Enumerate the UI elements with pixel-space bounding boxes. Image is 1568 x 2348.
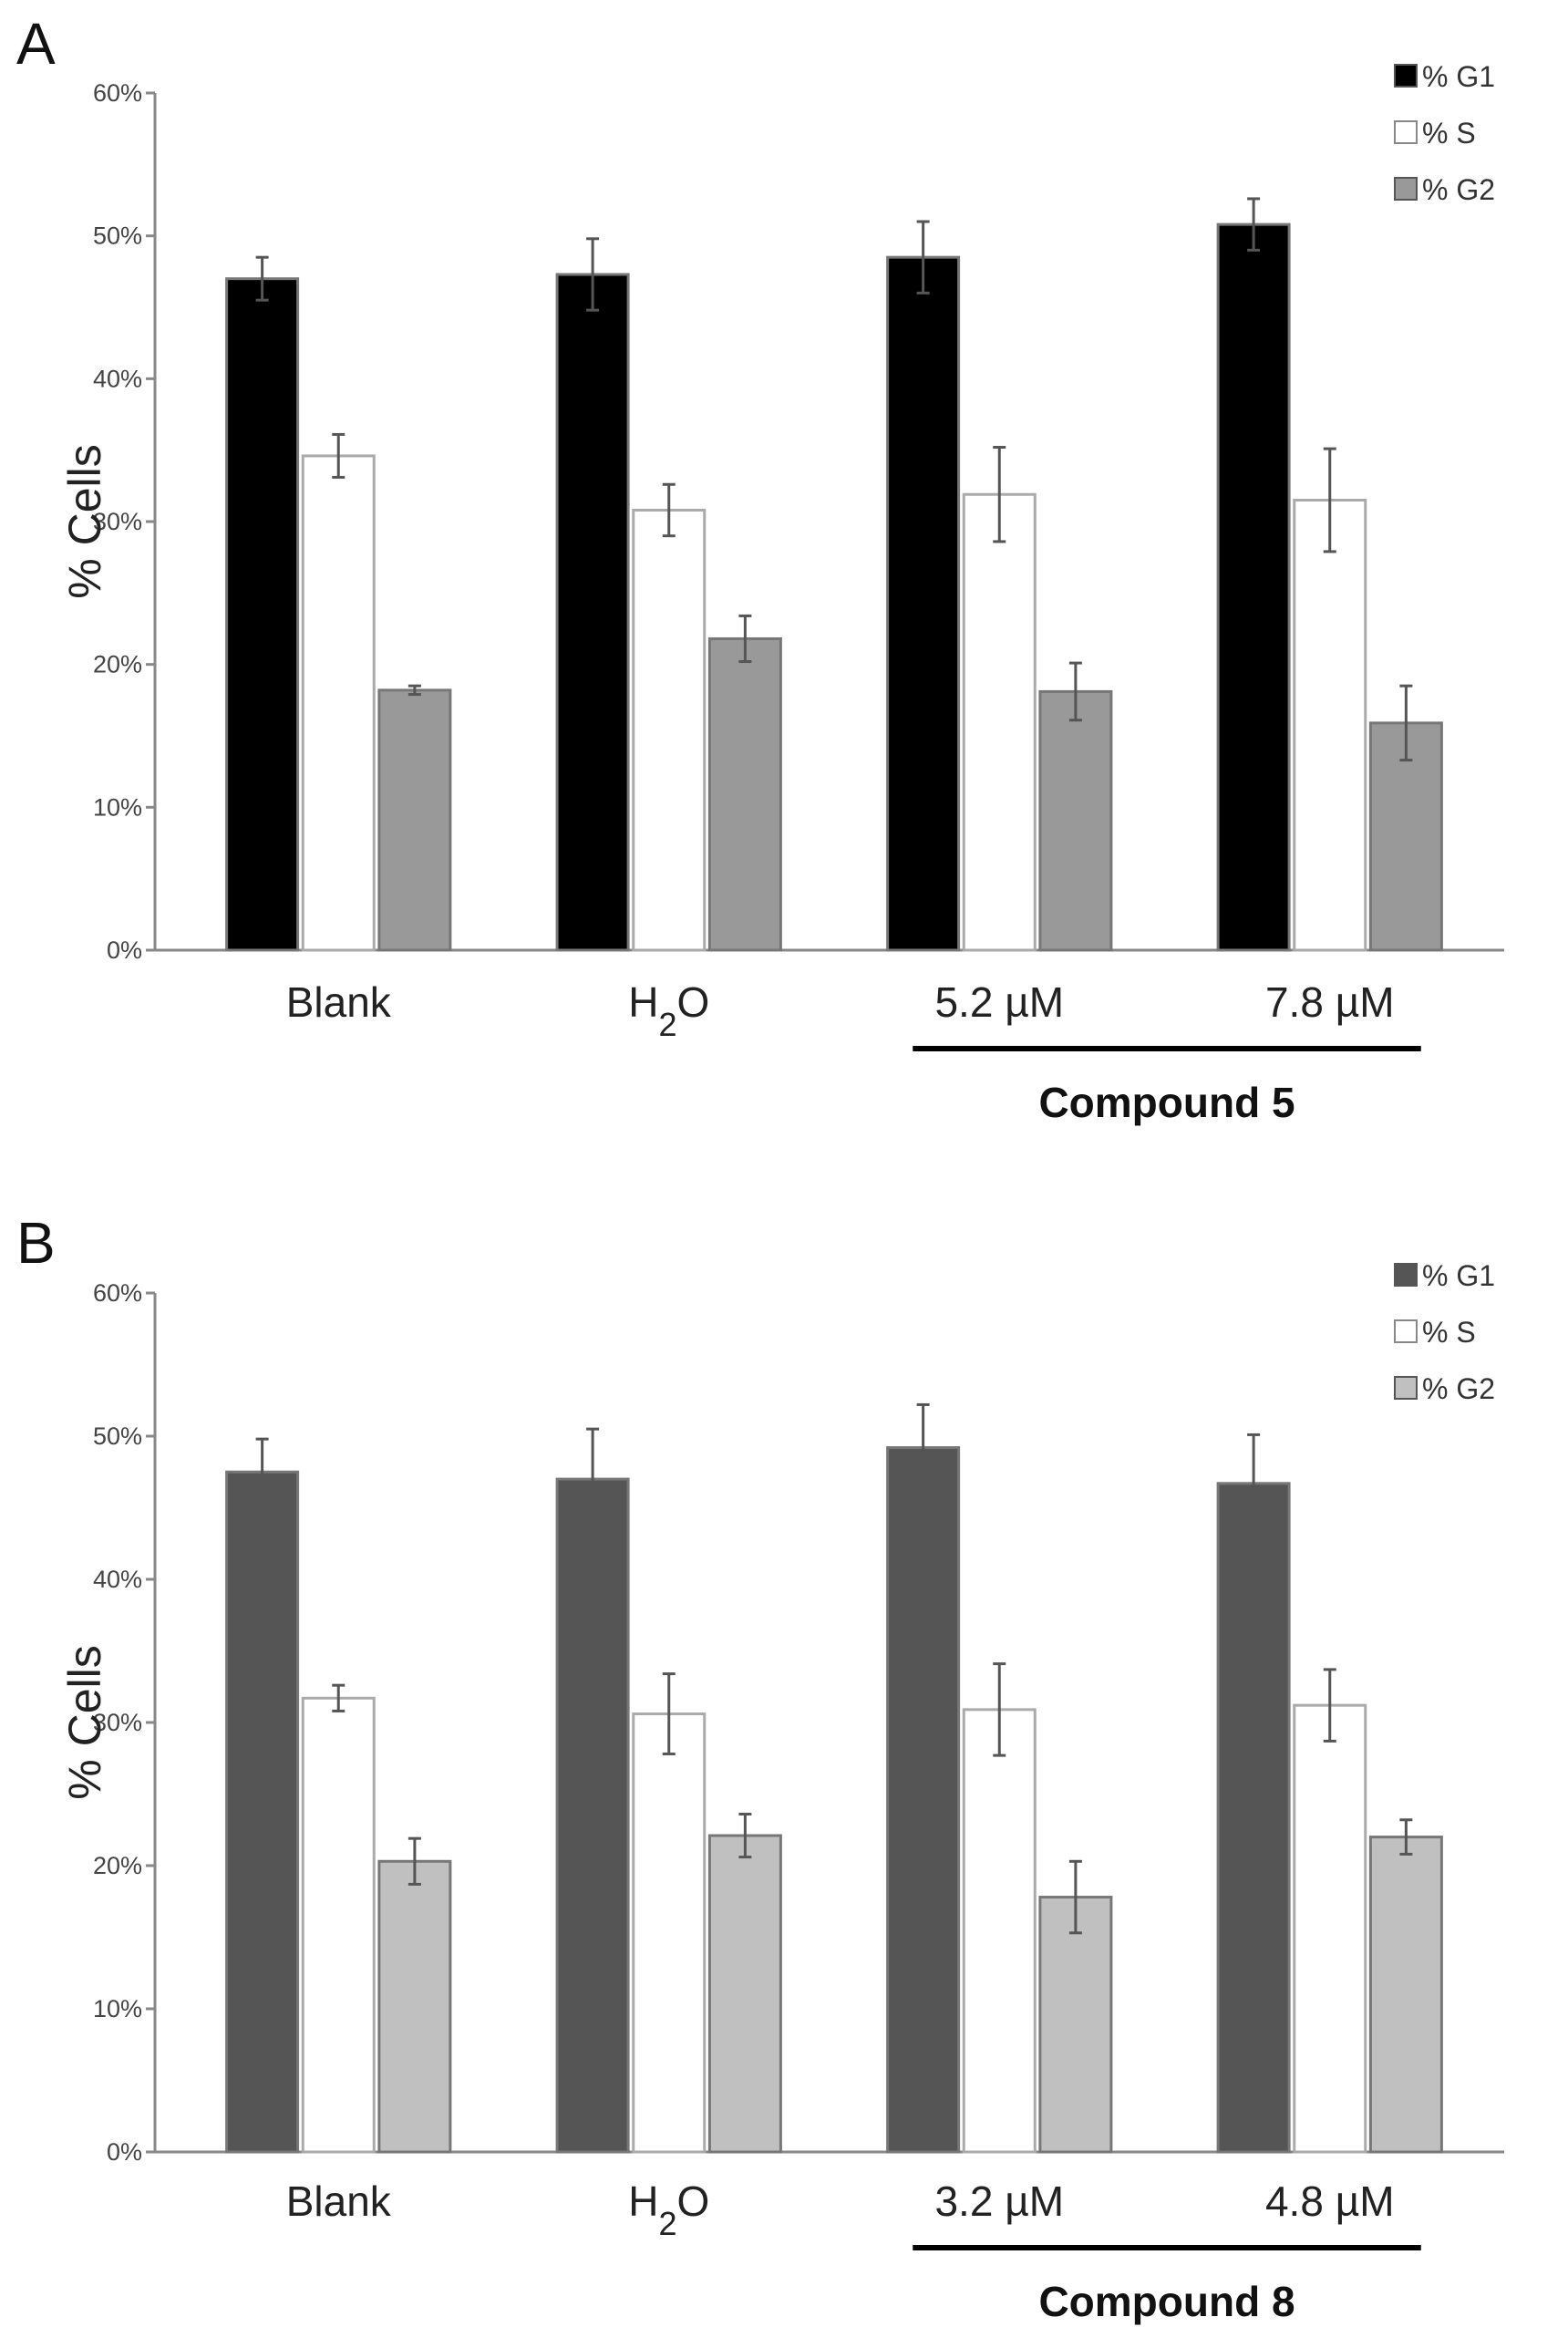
error-bar-g2-3-2-m — [1068, 1859, 1082, 1935]
error-bar-g2-h2o — [738, 614, 752, 664]
bar-g2-5-2-m — [1038, 689, 1113, 952]
legend-label-g2: % G2 — [1422, 1372, 1495, 1405]
error-bar-s-4-8-m — [1323, 1668, 1336, 1743]
error-bar-g1-5-2-m — [916, 220, 930, 295]
group-label: Compound 5 — [1038, 1079, 1295, 1126]
legend-swatch-g1 — [1394, 1263, 1418, 1287]
error-bar-g1-4-8-m — [1247, 1433, 1261, 1534]
y-axis-title: % Cells — [59, 1645, 110, 1799]
error-bar-s-h2o — [662, 482, 676, 538]
error-bar-s-3-2-m — [993, 1662, 1006, 1757]
bar-g2-blank — [377, 688, 452, 952]
bar-g1-3-2-m — [886, 1446, 961, 2154]
error-bar-g2-4-8-m — [1399, 1818, 1413, 1856]
y-tick-label: 20% — [93, 651, 142, 678]
y-tick-label: 20% — [93, 1852, 142, 1879]
bar-s-3-2-m — [962, 1708, 1037, 2154]
bar-s-h2o — [632, 508, 707, 952]
legend-label-g2: % G2 — [1422, 173, 1495, 206]
x-tick-label-blank: Blank — [286, 978, 392, 1026]
legend-label-s: % S — [1422, 117, 1476, 150]
legend-swatch-g2 — [1394, 1376, 1418, 1400]
error-bar-g2-blank — [407, 1836, 421, 1886]
legend-swatch-g2 — [1394, 177, 1418, 201]
error-bar-s-blank — [332, 1683, 346, 1712]
legend: % G1 % S % G2 — [1394, 1259, 1495, 1405]
error-bar-g1-7-8-m — [1247, 197, 1261, 252]
bar-s-h2o — [632, 1712, 707, 2154]
bar-g2-h2o — [707, 636, 782, 952]
bar-g1-blank — [225, 277, 300, 952]
error-bar-g1-3-2-m — [916, 1402, 930, 1493]
legend: % G1 % S % G2 — [1394, 60, 1495, 206]
y-tick-label: 30% — [93, 1709, 142, 1736]
y-tick-label: 50% — [93, 222, 142, 250]
y-tick-label: 40% — [93, 1566, 142, 1593]
y-tick-label: 0% — [107, 936, 142, 964]
bar-s-4-8-m — [1293, 1703, 1367, 2154]
bar-g2-blank — [377, 1859, 452, 2154]
y-tick-label: 0% — [107, 2138, 142, 2166]
error-bar-g2-blank — [407, 684, 421, 697]
x-tick-label-blank: Blank — [286, 2177, 392, 2225]
error-bar-g1-blank — [255, 255, 269, 302]
error-bar-g2-5-2-m — [1068, 661, 1082, 722]
x-tick-label-3-2-m: 3.2 µM — [934, 2177, 1064, 2225]
panel-label: A — [16, 11, 56, 77]
panel-label: B — [16, 1210, 56, 1276]
x-tick-label-h2o: H2O — [628, 2177, 709, 2242]
bar-g2-h2o — [707, 1834, 782, 2154]
bar-g1-7-8-m — [1216, 222, 1291, 952]
legend-label-s: % S — [1422, 1316, 1476, 1349]
chart-panel-b: B 0% 10% 20% 30% 40% 50% 60% % Cells Blank H2O 3.2 … — [16, 1210, 1504, 2325]
y-tick-label: 60% — [93, 79, 142, 107]
y-tick-label: 50% — [93, 1422, 142, 1450]
error-bar-s-7-8-m — [1323, 447, 1336, 553]
error-bar-s-h2o — [662, 1672, 676, 1756]
bar-g1-h2o — [555, 1477, 630, 2154]
chart-panel-a: A 0% 10% 20% 30% 40% 50% 60% % Cells Blank H2O 5.2 … — [16, 11, 1504, 1126]
error-bar-g1-blank — [255, 1437, 269, 1506]
error-bar-g1-h2o — [586, 1427, 600, 1531]
legend-swatch-s — [1394, 120, 1418, 144]
x-tick-label-4-8-m: 4.8 µM — [1265, 2177, 1395, 2225]
x-tick-label-h2o: H2O — [628, 978, 709, 1043]
y-tick-label: 30% — [93, 508, 142, 535]
error-bar-s-5-2-m — [993, 446, 1006, 543]
y-tick-label: 40% — [93, 365, 142, 392]
bar-g1-blank — [225, 1470, 300, 2154]
group-label: Compound 8 — [1038, 2278, 1295, 2325]
bar-g1-5-2-m — [886, 255, 961, 952]
bar-s-blank — [301, 454, 376, 952]
y-axis-title: % Cells — [59, 444, 110, 598]
bar-s-5-2-m — [962, 492, 1037, 952]
error-bar-g2-7-8-m — [1399, 684, 1413, 762]
legend-label-g1: % G1 — [1422, 60, 1495, 93]
y-tick-label: 60% — [93, 1279, 142, 1307]
bar-g1-4-8-m — [1216, 1482, 1291, 2154]
bar-g2-4-8-m — [1368, 1836, 1443, 2154]
legend-label-g1: % G1 — [1422, 1259, 1495, 1292]
error-bar-g2-h2o — [738, 1812, 752, 1859]
bar-g1-h2o — [555, 273, 630, 952]
error-bar-s-blank — [332, 432, 346, 479]
y-tick-label: 10% — [93, 793, 142, 821]
bar-s-7-8-m — [1293, 499, 1367, 952]
bar-s-blank — [301, 1696, 376, 2154]
error-bar-g1-h2o — [586, 237, 600, 312]
y-tick-label: 10% — [93, 1995, 142, 2022]
x-tick-label-7-8-m: 7.8 µM — [1265, 978, 1395, 1026]
legend-swatch-s — [1394, 1319, 1418, 1343]
legend-swatch-g1 — [1394, 64, 1418, 88]
x-tick-label-5-2-m: 5.2 µM — [934, 978, 1064, 1026]
bar-g2-3-2-m — [1038, 1896, 1113, 2154]
